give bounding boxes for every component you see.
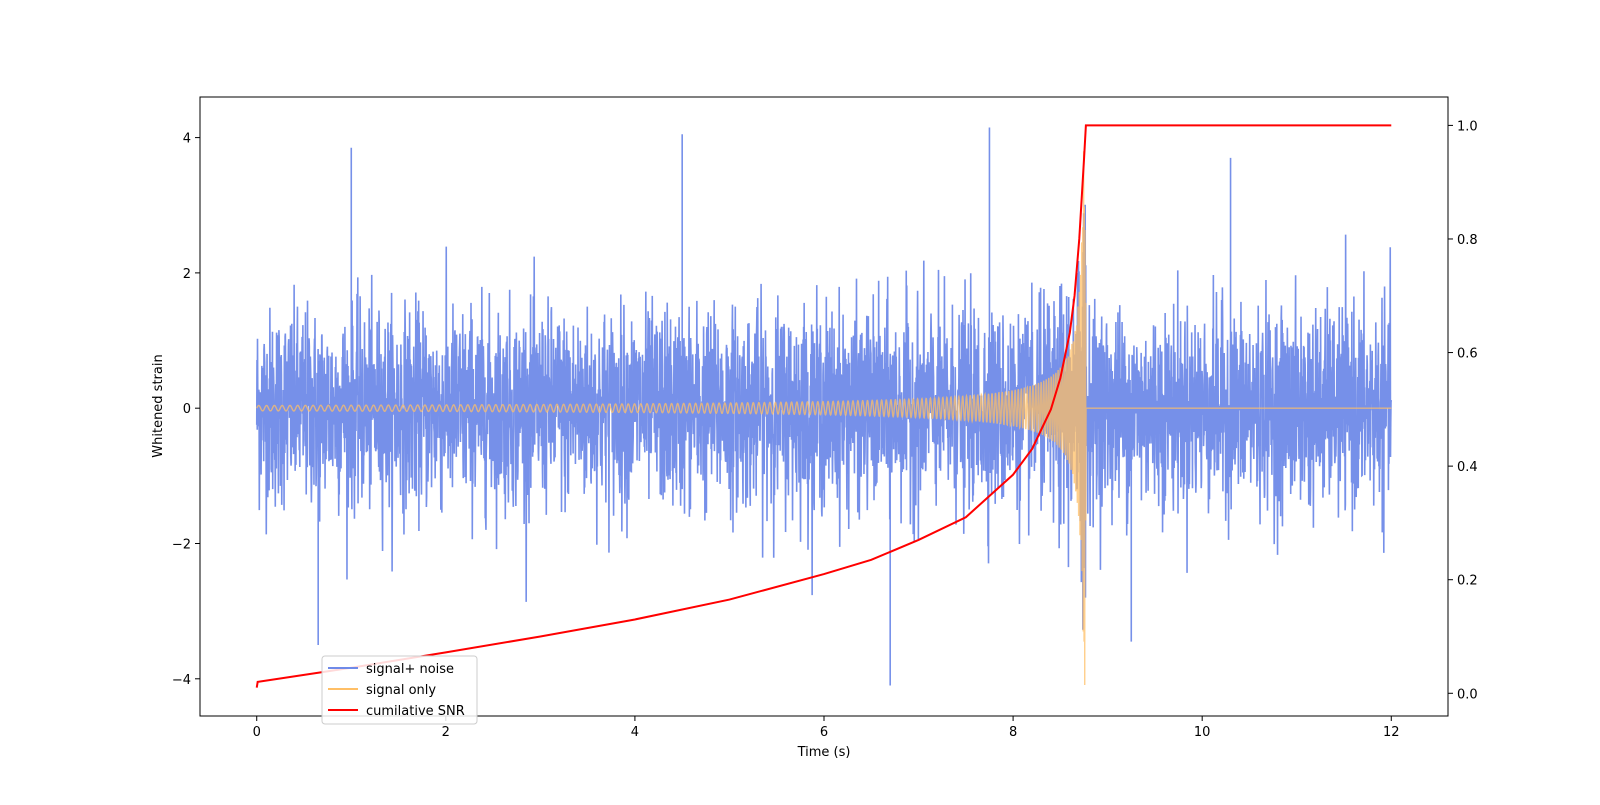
y-tick-label: 4 <box>183 132 191 147</box>
x-tick-label: 10 <box>1194 725 1211 740</box>
legend-label-signal-noise: signal+ noise <box>366 662 454 677</box>
series-layer <box>255 124 1393 688</box>
series-signal-only-line <box>256 151 1392 686</box>
y-tick-label: 0 <box>183 402 191 417</box>
y2-tick-label: 0.6 <box>1457 347 1478 362</box>
y2-tick-label: 0.0 <box>1457 687 1478 702</box>
y-tick-label: −4 <box>172 673 191 688</box>
x-tick-label: 6 <box>820 725 828 740</box>
x-tick-label: 0 <box>253 725 261 740</box>
y-axis-left: −4 −2 0 2 4 <box>172 132 200 688</box>
y-tick-label: 2 <box>183 267 191 282</box>
y2-tick-label: 0.4 <box>1457 460 1478 475</box>
legend-box <box>321 655 478 725</box>
series-cumulative-snr-line <box>255 124 1392 688</box>
legend-label-signal-only: signal only <box>366 683 436 698</box>
x-tick-label: 2 <box>442 725 450 740</box>
legend-label-cumulative-snr: cumilative SNR <box>366 704 465 719</box>
series-signal-noise-line <box>255 127 1393 686</box>
y-axis-label: Whitened strain <box>151 354 166 457</box>
x-axis-label: Time (s) <box>797 745 851 760</box>
x-tick-label: 8 <box>1009 725 1017 740</box>
y-axis-right: 0.0 0.2 0.4 0.6 0.8 1.0 <box>1448 119 1478 702</box>
y-tick-label: −2 <box>172 537 191 552</box>
y2-tick-label: 0.8 <box>1457 233 1478 248</box>
y2-tick-label: 0.2 <box>1457 574 1478 589</box>
y2-tick-label: 1.0 <box>1457 119 1478 134</box>
legend: signal+ noise signal only cumilative SNR <box>321 655 478 725</box>
x-tick-label: 12 <box>1383 725 1400 740</box>
x-tick-label: 4 <box>631 725 639 740</box>
